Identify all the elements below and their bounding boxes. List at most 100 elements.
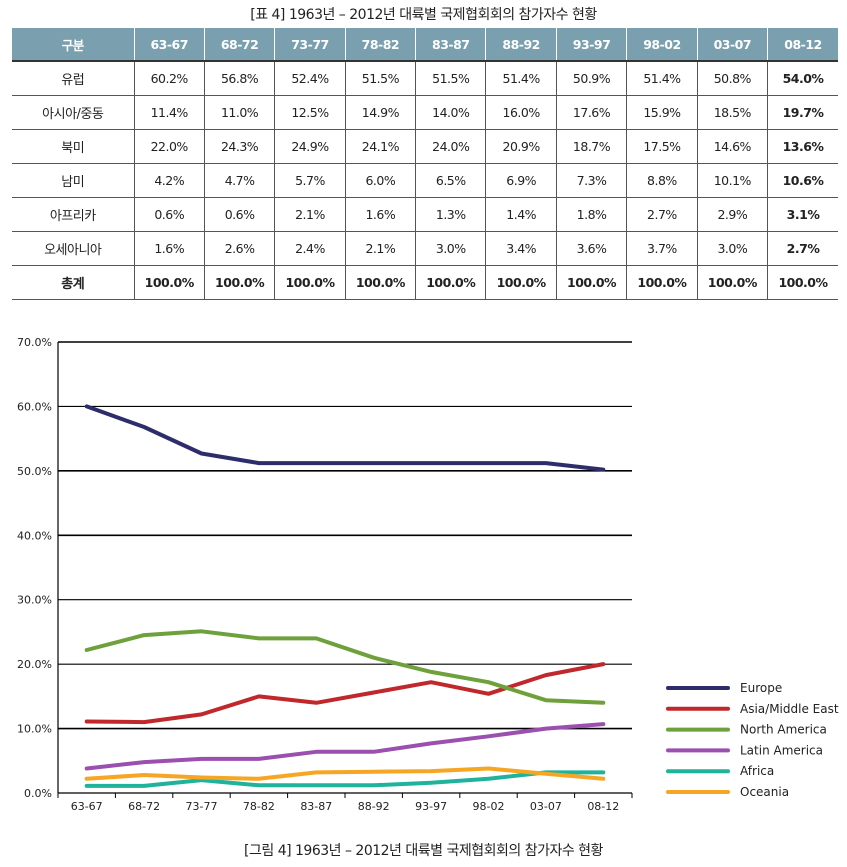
table-cell: 51.5% [415, 60, 487, 96]
y-tick-label: 60.0% [17, 400, 52, 413]
table-cell: 18.5% [697, 95, 769, 130]
table-cell: 4.2% [134, 163, 205, 198]
column-header: 68-72 [204, 28, 276, 61]
table-cell: 10.1% [697, 163, 769, 198]
table-cell: 4.7% [204, 163, 276, 198]
table-cell: 14.0% [415, 95, 487, 130]
table-cell: 100.0% [204, 265, 276, 300]
table-cell: 17.6% [556, 95, 628, 130]
y-tick-label: 0.0% [24, 787, 52, 800]
table-cell: 51.5% [345, 60, 417, 96]
x-tick-label: 93-97 [415, 800, 447, 813]
table-row: 오세아니아 1.6% 2.6% 2.4% 2.1% 3.0% 3.4% 3.6% 3.7% 3.0… [12, 231, 838, 266]
table-cell: 24.3% [204, 129, 276, 164]
table-row: 총계 100.0% 100.0% 100.0% 100.0% 100.0% 100.0% 10… [12, 265, 838, 300]
y-tick-label: 40.0% [17, 529, 52, 542]
table-row: 북미 22.0% 24.3% 24.9% 24.1% 24.0% 20.9% 18.7% 17.… [12, 129, 838, 164]
table-cell: 1.6% [134, 231, 205, 266]
table-cell: 2.1% [345, 231, 417, 266]
table-cell: 1.8% [556, 197, 628, 232]
x-tick-label: 83-87 [300, 800, 332, 813]
table-cell: 2.7% [767, 231, 838, 266]
table-cell: 2.7% [626, 197, 698, 232]
table-cell: 1.4% [485, 197, 557, 232]
series-line-africa [84, 770, 606, 788]
table-title: [표 4] 1963년 – 2012년 대륙별 국제협회회의 참가자수 현황 [250, 7, 597, 23]
x-tick-label: 88-92 [358, 800, 390, 813]
table-cell: 51.4% [626, 60, 698, 96]
table-cell: 100.0% [485, 265, 557, 300]
x-tick-label: 63-67 [71, 800, 103, 813]
table-cell: 5.7% [274, 163, 346, 198]
column-header: 63-67 [134, 28, 205, 61]
table-cell: 16.0% [485, 95, 557, 130]
legend-label: Europe [740, 681, 782, 695]
table-cell: 100.0% [767, 265, 838, 300]
table-row: 아시아/중동 11.4% 11.0% 12.5% 14.9% 14.0% 16.0% 17.6… [12, 95, 838, 130]
table-cell: 20.9% [485, 129, 557, 164]
column-header: 73-77 [274, 28, 346, 61]
table-cell: 11.0% [204, 95, 276, 130]
table-row: 아프리카 0.6% 0.6% 2.1% 1.6% 1.3% 1.4% 1.8% 2.7% 2.9%… [12, 197, 838, 232]
table-cell: 3.4% [485, 231, 557, 266]
line-chart: 0.0% 10.0% 20.0% 30.0% 40.0% 50.0% 60.0% 70.0% 6… [0, 330, 847, 830]
x-tick-label: 03-07 [530, 800, 562, 813]
series-line-oceania [84, 766, 606, 781]
column-header: 08-12 [767, 28, 838, 61]
table-cell: 8.8% [626, 163, 698, 198]
table-cell: 6.5% [415, 163, 487, 198]
series-line-north-america [84, 629, 606, 705]
legend-label: Oceania [740, 785, 789, 799]
table-cell: 2.1% [274, 197, 346, 232]
x-tick-label: 68-72 [128, 800, 160, 813]
table-cell: 2.6% [204, 231, 276, 266]
column-header: 03-07 [697, 28, 769, 61]
table-cell: 24.0% [415, 129, 487, 164]
table-cell: 1.3% [415, 197, 487, 232]
table-cell: 100.0% [626, 265, 698, 300]
column-header: 98-02 [626, 28, 698, 61]
table-cell: 18.7% [556, 129, 628, 164]
table-cell: 100.0% [134, 265, 205, 300]
table-cell: 15.9% [626, 95, 698, 130]
y-tick-label: 20.0% [17, 658, 52, 671]
table-cell: 19.7% [767, 95, 838, 130]
row-label: 유럽 [12, 60, 135, 96]
row-label: 북미 [12, 129, 135, 164]
x-tick-label: 08-12 [587, 800, 619, 813]
series-line-latin-america [84, 722, 606, 771]
table-cell: 50.9% [556, 60, 628, 96]
table-cell: 52.4% [274, 60, 346, 96]
table-cell: 100.0% [345, 265, 417, 300]
table-cell: 1.6% [345, 197, 417, 232]
row-label: 총계 [12, 265, 135, 300]
table-cell: 50.8% [697, 60, 769, 96]
column-header: 88-92 [485, 28, 557, 61]
chart-svg: 0.0% 10.0% 20.0% 30.0% 40.0% 50.0% 60.0% 70.0% 6… [17, 336, 839, 813]
legend-label: Latin America [740, 743, 823, 757]
legend-label: North America [740, 723, 827, 737]
y-tick-label: 50.0% [17, 465, 52, 478]
column-header: 78-82 [345, 28, 417, 61]
table-cell: 100.0% [697, 265, 769, 300]
table-header-row: 구분 63-67 68-72 73-77 78-82 83-87 88-92 9… [12, 28, 838, 61]
table-cell: 0.6% [204, 197, 276, 232]
y-tick-label: 70.0% [17, 336, 52, 349]
row-label: 아시아/중동 [12, 95, 135, 130]
column-header-category: 구분 [12, 28, 135, 61]
table-cell: 22.0% [134, 129, 205, 164]
legend-label: Africa [740, 764, 774, 778]
table-cell: 24.9% [274, 129, 346, 164]
table-cell: 51.4% [485, 60, 557, 96]
row-label: 남미 [12, 163, 135, 198]
column-header: 83-87 [415, 28, 487, 61]
table-cell: 3.0% [415, 231, 487, 266]
table-cell: 54.0% [767, 60, 838, 96]
series-line-asia-middle-east [84, 662, 606, 725]
table-cell: 3.7% [626, 231, 698, 266]
table-cell: 0.6% [134, 197, 205, 232]
table-cell: 100.0% [274, 265, 346, 300]
table-cell: 2.9% [697, 197, 769, 232]
y-tick-label: 10.0% [17, 723, 52, 736]
table-cell: 11.4% [134, 95, 205, 130]
